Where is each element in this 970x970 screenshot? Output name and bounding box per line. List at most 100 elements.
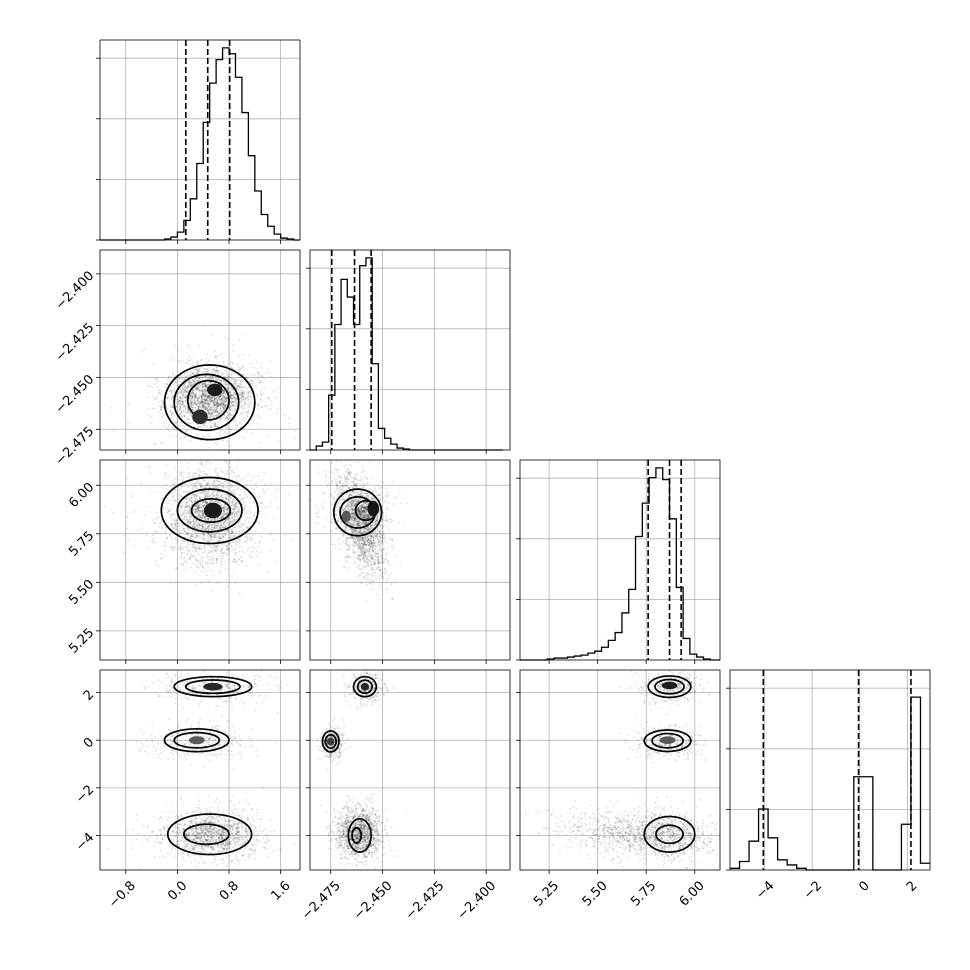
sample-point (242, 398, 244, 400)
sample-point (275, 397, 278, 399)
sample-point (214, 519, 216, 522)
sample-point (247, 393, 249, 396)
sample-point (237, 384, 239, 387)
sample-point (207, 396, 209, 398)
sample-point (232, 531, 234, 534)
sample-point (207, 395, 210, 397)
sample-point (209, 545, 211, 547)
sample-point (207, 403, 210, 405)
axes-frame (309, 249, 511, 451)
sample-point (200, 401, 203, 403)
sample-point (160, 520, 163, 523)
sample-point (140, 482, 143, 484)
sample-point (259, 398, 262, 401)
sample-point (260, 379, 262, 382)
sample-point (210, 399, 213, 402)
sample-point (218, 456, 220, 458)
sample-point (240, 560, 243, 563)
sample-point (215, 380, 218, 382)
sample-point (171, 523, 174, 525)
sample-point (216, 581, 219, 584)
sample-point (190, 514, 192, 516)
sample-point (202, 389, 205, 392)
sample-point (226, 416, 228, 418)
sample-point (229, 543, 231, 545)
sample-point (191, 378, 194, 381)
sample-point (238, 371, 241, 373)
sample-point (191, 385, 193, 388)
sample-point (196, 372, 198, 374)
sample-point (227, 384, 229, 387)
sample-point (196, 545, 199, 547)
sample-point (175, 513, 178, 515)
sample-point (230, 534, 233, 537)
sample-point (215, 409, 218, 412)
sample-point (220, 409, 222, 412)
sample-point (209, 520, 211, 522)
sample-point (201, 399, 203, 402)
sample-point (219, 407, 222, 410)
sample-point (224, 460, 226, 462)
sample-point (186, 491, 189, 494)
sample-point (228, 383, 230, 386)
sample-point (215, 401, 218, 403)
sample-point (187, 411, 190, 413)
sample-point (230, 507, 233, 510)
sample-point (190, 521, 192, 524)
sample-point (230, 511, 232, 514)
sample-point (224, 375, 226, 378)
sample-point (209, 397, 212, 400)
sample-point (223, 401, 225, 404)
sample-point (194, 382, 197, 385)
sample-point (232, 397, 234, 400)
sample-point (219, 404, 221, 407)
sample-point (225, 525, 227, 528)
sample-point (169, 410, 172, 412)
sample-point (213, 402, 215, 404)
sample-point (376, 515, 379, 518)
sample-point (196, 433, 199, 436)
sample-point (222, 410, 225, 412)
sample-point (203, 538, 205, 541)
sample-point (231, 405, 233, 408)
sample-point (222, 516, 224, 518)
sample-point (179, 402, 182, 405)
sample-point (376, 556, 379, 558)
sample-point (192, 546, 194, 548)
sample-point (216, 369, 219, 372)
sample-point (333, 497, 335, 500)
sample-point (180, 393, 183, 396)
sample-point (242, 509, 244, 511)
sample-point (248, 423, 250, 425)
sample-point (190, 477, 193, 480)
sample-point (215, 407, 218, 409)
sample-point (211, 484, 214, 487)
sample-point (357, 575, 359, 578)
sample-point (191, 409, 194, 412)
sample-point (230, 374, 232, 377)
sample-point (242, 528, 245, 531)
sample-point (161, 400, 163, 403)
sample-point (230, 532, 233, 534)
sample-point (228, 392, 231, 395)
sample-point (253, 515, 255, 518)
sample-point (230, 514, 233, 517)
sample-point (225, 508, 228, 510)
sample-point (192, 508, 195, 510)
sample-point (202, 406, 204, 409)
sample-point (184, 388, 187, 391)
sample-point (208, 411, 210, 414)
sample-point (213, 484, 216, 487)
sample-point (204, 421, 206, 424)
sample-point (197, 371, 199, 374)
sample-point (190, 497, 192, 500)
sample-point (203, 514, 205, 517)
sample-point (244, 401, 246, 404)
sample-point (211, 562, 214, 565)
sample-point (206, 554, 209, 556)
sample-point (236, 538, 238, 540)
sample-point (357, 500, 360, 503)
sample-point (235, 552, 238, 554)
sample-point (204, 475, 206, 478)
sample-point (237, 411, 239, 414)
